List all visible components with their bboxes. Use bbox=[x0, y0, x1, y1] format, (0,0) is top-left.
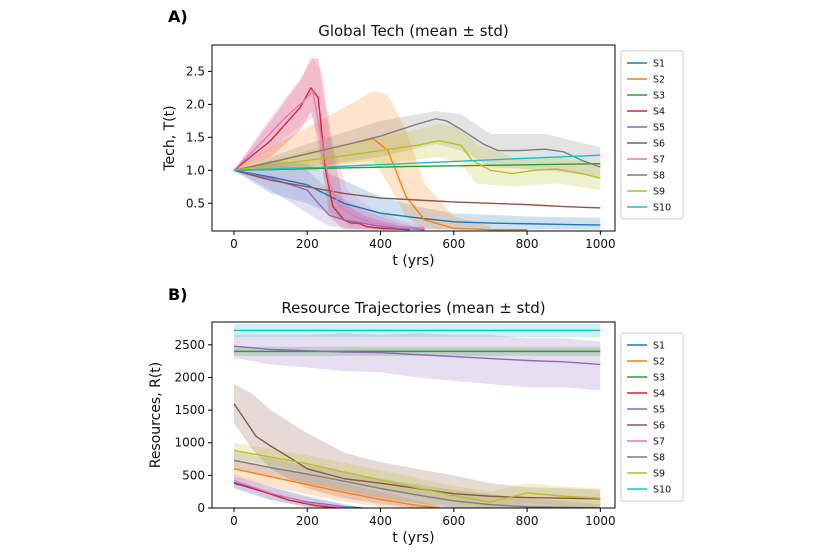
panel-b-ylabel: Resources, R(t) bbox=[148, 362, 164, 469]
panel-b-xtick-label: 800 bbox=[516, 514, 539, 528]
panel-b-band-s5 bbox=[233, 333, 601, 391]
panel-a-xtick-label: 400 bbox=[369, 237, 392, 251]
panel-b-label: B) bbox=[168, 285, 188, 304]
panel-a-ytick-label: 0.5 bbox=[186, 196, 205, 210]
panel-a-ylabel: Tech, T(t) bbox=[162, 105, 178, 171]
panel-b-ytick-label: 500 bbox=[182, 468, 205, 482]
panel-b-legend-label-s10: S10 bbox=[653, 485, 671, 496]
panel-b-legend-label-s4: S4 bbox=[653, 389, 665, 400]
panel-a-xtick-label: 200 bbox=[296, 237, 319, 251]
panel-b-legend: S1 S2 S3 S4 S5 S6 S7 S8 S9 S10 bbox=[620, 332, 684, 502]
panel-b-title: Resource Trajectories (mean ± std) bbox=[281, 299, 545, 317]
panel-b-ytick-label: 1500 bbox=[174, 403, 205, 417]
panel-b-line-s8 bbox=[233, 459, 601, 508]
panel-a-band-s2 bbox=[233, 91, 491, 230]
panel-b-ytick-label: 1000 bbox=[174, 436, 205, 450]
panel-a-legend: S1 S2 S3 S4 S5 S6 S7 S8 S9 S10 bbox=[620, 50, 684, 220]
panel-b-band-s7 bbox=[233, 474, 344, 508]
panel-a-legend-label-s7: S7 bbox=[653, 155, 665, 166]
panel-b-xtick-label: 400 bbox=[369, 514, 392, 528]
panel-a-band-s1 bbox=[233, 160, 601, 230]
panel-a-xtick-label: 0 bbox=[230, 237, 238, 251]
panel-b-axes-frame bbox=[211, 321, 616, 509]
panel-b-plot-area bbox=[233, 323, 601, 508]
panel-b-line-s4 bbox=[233, 482, 337, 508]
panel-a-band-s5 bbox=[233, 163, 425, 230]
panel-b-xtick-label: 0 bbox=[230, 514, 238, 528]
panel-a-ytick-label: 2.0 bbox=[186, 97, 205, 111]
panel-b-legend-label-s1: S1 bbox=[653, 341, 665, 352]
panel-a-line-s6 bbox=[233, 169, 601, 209]
panel-a-legend-label-s9: S9 bbox=[653, 187, 665, 198]
panel-b-legend-label-s6: S6 bbox=[653, 421, 665, 432]
panel-b-line-s2 bbox=[233, 468, 440, 508]
panel-b-line-s6 bbox=[233, 403, 601, 500]
panel-b-xtick-label: 600 bbox=[442, 514, 465, 528]
panel-a-title: Global Tech (mean ± std) bbox=[318, 22, 509, 40]
panel-b-band-s9 bbox=[233, 442, 601, 508]
panel-b-line-s9 bbox=[233, 449, 601, 503]
panel-a-legend-label-s6: S6 bbox=[653, 139, 665, 150]
panel-a-ytick-label: 1.5 bbox=[186, 130, 205, 144]
panel-a-legend-box bbox=[620, 50, 684, 220]
panel-b-legend-label-s7: S7 bbox=[653, 437, 665, 448]
panel-b: B) Resource Trajectories (mean ± std) 0 200… bbox=[148, 285, 684, 546]
panel-b-legend-label-s9: S9 bbox=[653, 469, 665, 480]
panel-a-line-s4 bbox=[233, 87, 410, 231]
panel-a-legend-label-s4: S4 bbox=[653, 107, 665, 118]
panel-a-band-s7 bbox=[233, 58, 425, 230]
panel-a-legend-label-s3: S3 bbox=[653, 91, 665, 102]
panel-b-band-s2 bbox=[233, 459, 440, 508]
panel-a-line-s9 bbox=[233, 139, 601, 179]
panel-a-xtick-label: 1000 bbox=[585, 237, 616, 251]
panel-a-xtick-label: 800 bbox=[516, 237, 539, 251]
panel-b-legend-box bbox=[620, 332, 684, 502]
panel-b-xtick-label: 1000 bbox=[585, 514, 616, 528]
panel-a-plot-area bbox=[233, 58, 601, 231]
panel-b-legend-label-s5: S5 bbox=[653, 405, 665, 416]
panel-a-label: A) bbox=[168, 7, 188, 26]
panel-a-line-s7 bbox=[233, 90, 425, 230]
panel-b-line-s5 bbox=[233, 345, 601, 366]
panel-a-legend-label-s1: S1 bbox=[653, 59, 665, 70]
panel-b-band-s8 bbox=[233, 451, 601, 508]
panel-b-ytick-label: 0 bbox=[197, 501, 205, 515]
panel-b-legend-label-s8: S8 bbox=[653, 453, 665, 464]
panel-a-line-s3 bbox=[233, 163, 601, 172]
panel-a-legend-label-s10: S10 bbox=[653, 203, 671, 214]
panel-a-legend-label-s5: S5 bbox=[653, 123, 665, 134]
panel-b-ytick-label: 2000 bbox=[174, 370, 205, 384]
panel-a-line-s10 bbox=[233, 154, 601, 172]
panel-a-line-s8 bbox=[233, 118, 601, 172]
panel-a-legend-label-s2: S2 bbox=[653, 75, 665, 86]
panel-a-xlabel: t (yrs) bbox=[392, 253, 434, 269]
panel-a-legend-label-s8: S8 bbox=[653, 171, 665, 182]
panel-a-line-s1 bbox=[233, 169, 601, 226]
panel-b-legend-label-s2: S2 bbox=[653, 357, 665, 368]
panel-b-xtick-label: 200 bbox=[296, 514, 319, 528]
panel-a-axes-frame bbox=[211, 44, 616, 232]
panel-b-ytick-label: 2500 bbox=[174, 338, 205, 352]
panel-a: A) Global Tech (mean ± std) 0 200 400 600 800 1… bbox=[162, 7, 684, 269]
panel-b-legend-label-s3: S3 bbox=[653, 373, 665, 384]
panel-b-xlabel: t (yrs) bbox=[392, 530, 434, 546]
panel-a-ytick-label: 1.0 bbox=[186, 163, 205, 177]
panel-a-xtick-label: 600 bbox=[442, 237, 465, 251]
panel-a-ytick-label: 2.5 bbox=[186, 64, 205, 78]
